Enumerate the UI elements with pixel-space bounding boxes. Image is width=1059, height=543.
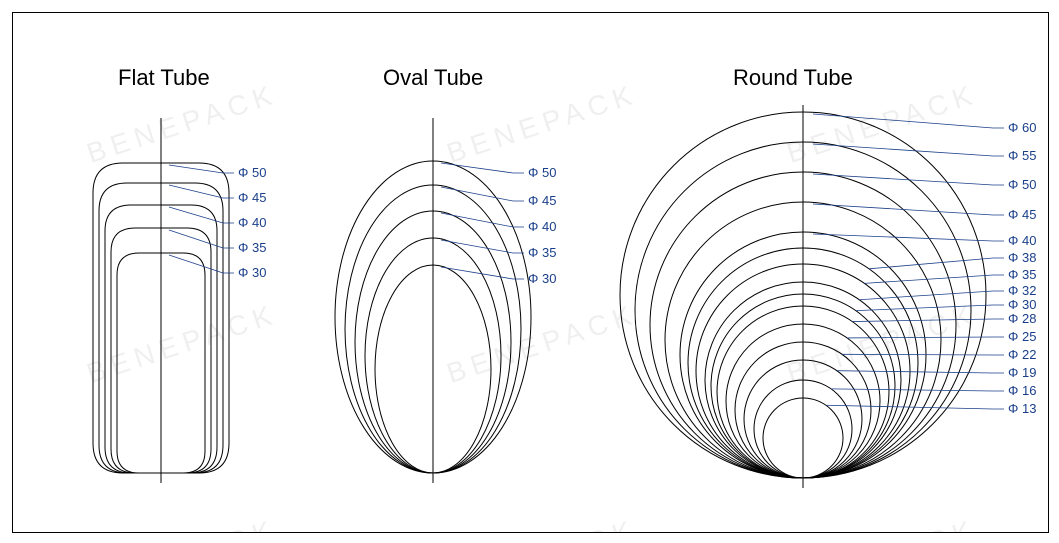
diameter-label: Φ 38 <box>1008 250 1036 265</box>
diameter-label: Φ 45 <box>528 193 556 208</box>
section-title: Round Tube <box>733 65 853 90</box>
diameter-label: Φ 35 <box>238 240 266 255</box>
diameter-label: Φ 60 <box>1008 120 1036 135</box>
leader-line <box>842 354 1004 355</box>
leader-line <box>169 185 234 198</box>
diameter-label: Φ 40 <box>528 219 556 234</box>
leader-line <box>813 174 1004 185</box>
leader-line <box>169 207 234 223</box>
diameter-label: Φ 45 <box>238 190 266 205</box>
leader-line <box>837 371 1004 373</box>
diameter-label: Φ 50 <box>528 165 556 180</box>
diameter-label: Φ 30 <box>528 271 556 286</box>
tube-size-diagram: Flat Tube Φ 50 Φ 45 Φ 40 Φ 35 Φ 30 Oval Tube Φ … <box>13 13 1048 532</box>
diameter-label: Φ 32 <box>1008 283 1036 298</box>
leader-line <box>169 255 234 273</box>
diameter-label: Φ 50 <box>1008 177 1036 192</box>
diameter-label: Φ 28 <box>1008 311 1036 326</box>
diameter-label: Φ 40 <box>238 215 266 230</box>
leader-line <box>441 163 524 173</box>
diameter-label: Φ 16 <box>1008 383 1036 398</box>
leader-line <box>169 230 234 248</box>
section-title: Flat Tube <box>118 65 210 90</box>
leader-line <box>813 234 1004 241</box>
diameter-label: Φ 13 <box>1008 401 1036 416</box>
leader-line <box>831 389 1004 391</box>
diameter-label: Φ 19 <box>1008 365 1036 380</box>
leader-line <box>813 204 1004 215</box>
diameter-label: Φ 45 <box>1008 207 1036 222</box>
leader-line <box>813 114 1004 128</box>
leader-line <box>441 213 524 227</box>
leader-line <box>859 291 1004 300</box>
diameter-label: Φ 55 <box>1008 148 1036 163</box>
diameter-label: Φ 35 <box>528 245 556 260</box>
leader-line <box>441 267 524 279</box>
leader-line <box>852 319 1004 322</box>
leader-line <box>856 305 1004 311</box>
diameter-label: Φ 40 <box>1008 233 1036 248</box>
diameter-label: Φ 22 <box>1008 347 1036 362</box>
leader-line <box>864 275 1004 283</box>
leader-line <box>441 187 524 201</box>
diagram-frame: { "watermark": {"text":"BENEPACK","color… <box>12 12 1049 533</box>
diameter-label: Φ 50 <box>238 165 266 180</box>
leader-line <box>441 240 524 253</box>
diameter-label: Φ 35 <box>1008 267 1036 282</box>
diameter-label: Φ 30 <box>1008 297 1036 312</box>
leader-line <box>169 165 234 173</box>
section-title: Oval Tube <box>383 65 483 90</box>
diameter-label: Φ 30 <box>238 265 266 280</box>
diameter-label: Φ 25 <box>1008 329 1036 344</box>
